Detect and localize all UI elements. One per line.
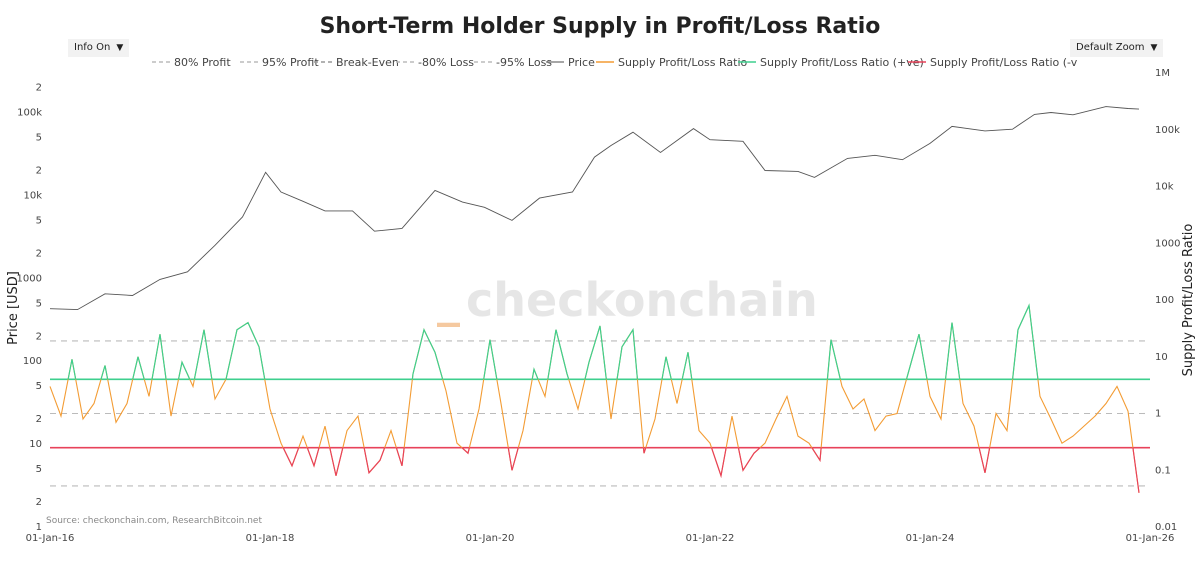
ratio-line — [49, 303, 1140, 493]
left-tick-label: 2 — [36, 414, 42, 425]
left-tick-label: 2 — [36, 83, 42, 94]
legend[interactable]: 80% Profit 95% Profit Break-Even -80% Loss -… — [152, 56, 1078, 69]
left-tick-label: 5 — [36, 133, 42, 144]
right-tick-label: 1M — [1155, 68, 1170, 79]
legend-label: -80% Loss — [418, 56, 474, 69]
left-tick-label: 2 — [36, 497, 42, 508]
legend-label: Supply Profit/Loss Ratio — [618, 56, 748, 69]
legend-item[interactable]: 95% Profit — [240, 56, 319, 69]
legend-label: Break-Even — [336, 56, 399, 69]
left-tick-label: 5 — [36, 215, 42, 226]
right-axis-ticks: 0.01 0.1 1 10 100 1000 10k 100k 1M — [1155, 68, 1180, 533]
left-tick-label: 10k — [23, 190, 42, 201]
watermark-accent: _ — [437, 273, 460, 327]
ratio-positive-line — [67, 303, 1039, 380]
x-axis-ticks: 01-Jan-16 01-Jan-18 01-Jan-20 01-Jan-22 01-J… — [26, 533, 1175, 544]
right-tick-label: 10k — [1155, 182, 1174, 193]
zoom-select-label: Default Zoom — [1076, 42, 1145, 53]
chart-title: Short-Term Holder Supply in Profit/Loss … — [319, 14, 881, 39]
right-tick-label: 0.1 — [1155, 465, 1171, 476]
watermark-text: checkonchain — [466, 273, 818, 327]
x-tick-label: 01-Jan-22 — [686, 533, 735, 544]
legend-item[interactable]: Supply Profit/Loss Ratio (+ve) — [738, 56, 924, 69]
left-tick-label: 100k — [17, 108, 42, 119]
legend-label: Supply Profit/Loss Ratio (+ve) — [760, 56, 924, 69]
ratio-negative-line — [282, 447, 1140, 493]
legend-label: 80% Profit — [174, 56, 231, 69]
left-tick-label: 2 — [36, 165, 42, 176]
x-tick-label: 01-Jan-20 — [466, 533, 515, 544]
left-tick-label: 5 — [36, 464, 42, 475]
left-tick-label: 5 — [36, 381, 42, 392]
legend-item[interactable]: Break-Even — [314, 56, 399, 69]
watermark: _ checkonchain — [437, 273, 818, 327]
legend-label: 95% Profit — [262, 56, 319, 69]
series-layer — [49, 106, 1140, 493]
right-tick-label: 1 — [1155, 409, 1161, 420]
left-tick-label: 2 — [36, 331, 42, 342]
left-tick-label: 10 — [29, 439, 42, 450]
right-tick-label: 0.01 — [1155, 522, 1177, 533]
reference-lines — [50, 340, 1150, 487]
right-tick-label: 1000 — [1155, 238, 1180, 249]
right-tick-label: 10 — [1155, 352, 1168, 363]
legend-item[interactable]: 80% Profit — [152, 56, 231, 69]
x-tick-label: 01-Jan-26 — [1126, 533, 1175, 544]
x-tick-label: 01-Jan-16 — [26, 533, 75, 544]
chevron-down-icon: ▼ — [1150, 43, 1158, 53]
right-axis-title: Supply Profit/Loss Ratio — [1181, 224, 1196, 377]
info-toggle-label: Info On — [74, 42, 111, 53]
legend-item[interactable]: -95% Loss — [474, 56, 552, 69]
legend-label: Supply Profit/Loss Ratio (-v — [930, 56, 1078, 69]
left-tick-label: 1 — [36, 522, 42, 533]
left-tick-label: 1000 — [17, 273, 42, 284]
right-tick-label: 100 — [1155, 295, 1174, 306]
legend-label: -95% Loss — [496, 56, 552, 69]
left-tick-label: 5 — [36, 298, 42, 309]
x-tick-label: 01-Jan-18 — [246, 533, 295, 544]
legend-item[interactable]: Supply Profit/Loss Ratio (-v — [908, 56, 1078, 69]
chevron-down-icon: ▼ — [116, 43, 124, 53]
x-tick-label: 01-Jan-24 — [906, 533, 955, 544]
legend-item[interactable]: Supply Profit/Loss Ratio — [596, 56, 748, 69]
info-toggle-button[interactable]: Info On ▼ — [68, 39, 130, 57]
left-axis-ticks: 2 5 10 2 5 100 2 5 1000 2 5 10k 2 5 100k 2 1 — [17, 83, 43, 533]
price-line — [49, 106, 1140, 311]
zoom-select[interactable]: Default Zoom ▼ — [1070, 39, 1164, 57]
legend-item[interactable]: -80% Loss — [396, 56, 474, 69]
right-tick-label: 100k — [1155, 125, 1180, 136]
left-tick-label: 2 — [36, 248, 42, 259]
left-axis-title: Price [USD] — [6, 271, 21, 345]
legend-label: Price — [568, 56, 595, 69]
source-note: Source: checkonchain.com, ResearchBitcoi… — [46, 516, 262, 526]
legend-item[interactable]: Price — [546, 56, 595, 69]
left-tick-label: 100 — [23, 356, 42, 367]
